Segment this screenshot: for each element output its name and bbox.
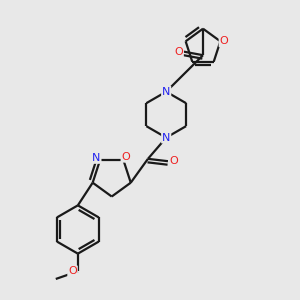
Text: O: O xyxy=(68,266,77,276)
Text: O: O xyxy=(122,152,130,162)
Text: N: N xyxy=(162,133,170,142)
Text: N: N xyxy=(162,87,170,97)
Text: O: O xyxy=(220,36,228,46)
Text: N: N xyxy=(92,153,100,163)
Text: O: O xyxy=(174,47,183,57)
Text: O: O xyxy=(169,156,178,166)
